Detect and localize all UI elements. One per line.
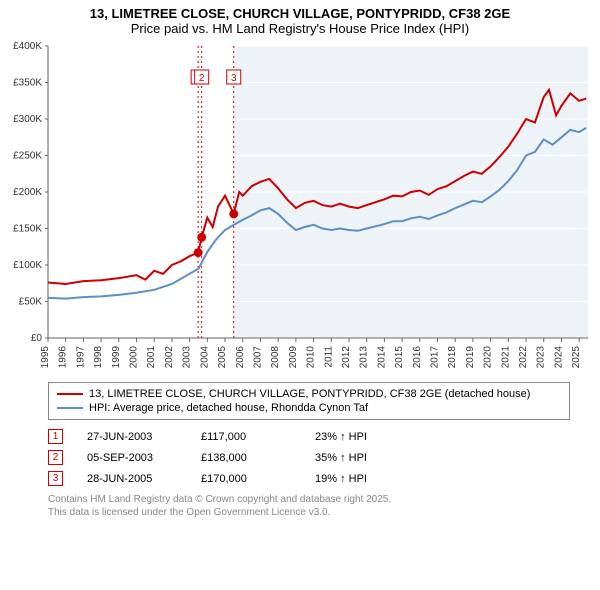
x-tick-label: 2017 <box>430 346 441 369</box>
x-tick-label: 2012 <box>341 346 352 369</box>
legend: 13, LIMETREE CLOSE, CHURCH VILLAGE, PONT… <box>48 382 570 420</box>
attribution-line: Contains HM Land Registry data © Crown c… <box>48 493 570 506</box>
sale-marker: 1 <box>48 429 63 444</box>
x-tick-label: 2001 <box>146 346 157 369</box>
sale-point <box>230 210 238 218</box>
x-tick-label: 1999 <box>111 346 122 369</box>
chart-subtitle: Price paid vs. HM Land Registry's House … <box>10 21 590 36</box>
chart-container: 13, LIMETREE CLOSE, CHURCH VILLAGE, PONT… <box>0 0 600 519</box>
x-tick-label: 2020 <box>483 346 494 369</box>
legend-swatch <box>57 393 83 395</box>
sale-price: £117,000 <box>201 431 291 443</box>
y-tick-label: £50K <box>19 297 43 308</box>
legend-swatch <box>57 407 83 409</box>
x-tick-label: 2016 <box>412 346 423 369</box>
x-tick-label: 2000 <box>129 346 140 369</box>
legend-label: HPI: Average price, detached house, Rhon… <box>89 402 368 414</box>
attribution: Contains HM Land Registry data © Crown c… <box>48 493 570 519</box>
y-tick-label: £150K <box>13 224 42 235</box>
x-tick-label: 2018 <box>447 346 458 369</box>
sale-diff: 23% ↑ HPI <box>315 431 405 443</box>
sale-row: 3 28-JUN-2005 £170,000 19% ↑ HPI <box>48 468 570 489</box>
sales-table: 1 27-JUN-2003 £117,000 23% ↑ HPI 2 05-SEP-200… <box>48 426 570 489</box>
x-tick-label: 2013 <box>359 346 370 369</box>
y-tick-label: £0 <box>31 333 43 344</box>
chart-title: 13, LIMETREE CLOSE, CHURCH VILLAGE, PONT… <box>10 6 590 21</box>
y-tick-label: £300K <box>13 114 42 125</box>
x-tick-label: 2015 <box>394 346 405 369</box>
x-tick-label: 2004 <box>199 346 210 369</box>
x-tick-label: 2010 <box>306 346 317 369</box>
price-chart: £0 £50K £100K £150K £200K £250K £300K £350K £400… <box>0 38 600 378</box>
sale-point <box>198 233 206 241</box>
sale-date: 27-JUN-2003 <box>87 431 177 443</box>
x-tick-label: 2023 <box>536 346 547 369</box>
sale-date: 05-SEP-2003 <box>87 452 177 464</box>
x-tick-label: 2011 <box>323 346 334 368</box>
legend-item: HPI: Average price, detached house, Rhon… <box>57 401 561 415</box>
x-tick-label: 2024 <box>553 346 564 369</box>
x-tick-label: 2019 <box>465 346 476 369</box>
y-tick-label: £200K <box>13 187 42 198</box>
sale-diff: 19% ↑ HPI <box>315 473 405 485</box>
sale-date: 28-JUN-2005 <box>87 473 177 485</box>
legend-item: 13, LIMETREE CLOSE, CHURCH VILLAGE, PONT… <box>57 387 561 401</box>
attribution-line: This data is licensed under the Open Gov… <box>48 506 570 519</box>
x-tick-label: 1996 <box>58 346 69 369</box>
title-block: 13, LIMETREE CLOSE, CHURCH VILLAGE, PONT… <box>0 0 600 38</box>
x-tick-label: 2007 <box>252 346 263 369</box>
x-tick-label: 2025 <box>571 346 582 369</box>
x-tick-label: 2021 <box>500 346 511 369</box>
x-tick-label: 2009 <box>288 346 299 369</box>
y-tick-label: £250K <box>13 151 42 162</box>
sale-price: £138,000 <box>201 452 291 464</box>
sale-point <box>194 249 202 257</box>
sale-marker: 2 <box>48 450 63 465</box>
legend-label: 13, LIMETREE CLOSE, CHURCH VILLAGE, PONT… <box>89 388 530 400</box>
x-tick-label: 2008 <box>270 346 281 369</box>
x-tick-label: 1997 <box>75 346 86 369</box>
sale-price: £170,000 <box>201 473 291 485</box>
x-tick-label: 2002 <box>164 346 175 369</box>
y-tick-label: £350K <box>13 78 42 89</box>
x-tick-label: 1995 <box>40 346 51 369</box>
sale-row: 2 05-SEP-2003 £138,000 35% ↑ HPI <box>48 447 570 468</box>
x-tick-label: 1998 <box>93 346 104 369</box>
x-tick-label: 2006 <box>235 346 246 369</box>
sale-marker: 3 <box>48 471 63 486</box>
y-tick-label: £100K <box>13 260 42 271</box>
sale-row: 1 27-JUN-2003 £117,000 23% ↑ HPI <box>48 426 570 447</box>
sale-diff: 35% ↑ HPI <box>315 452 405 464</box>
x-tick-label: 2022 <box>518 346 529 369</box>
sale-marker-num: 3 <box>231 73 237 84</box>
x-tick-label: 2003 <box>182 346 193 369</box>
sale-marker-num: 2 <box>199 73 205 84</box>
x-tick-label: 2014 <box>376 346 387 369</box>
y-tick-label: £400K <box>13 41 42 52</box>
x-tick-label: 2005 <box>217 346 228 369</box>
